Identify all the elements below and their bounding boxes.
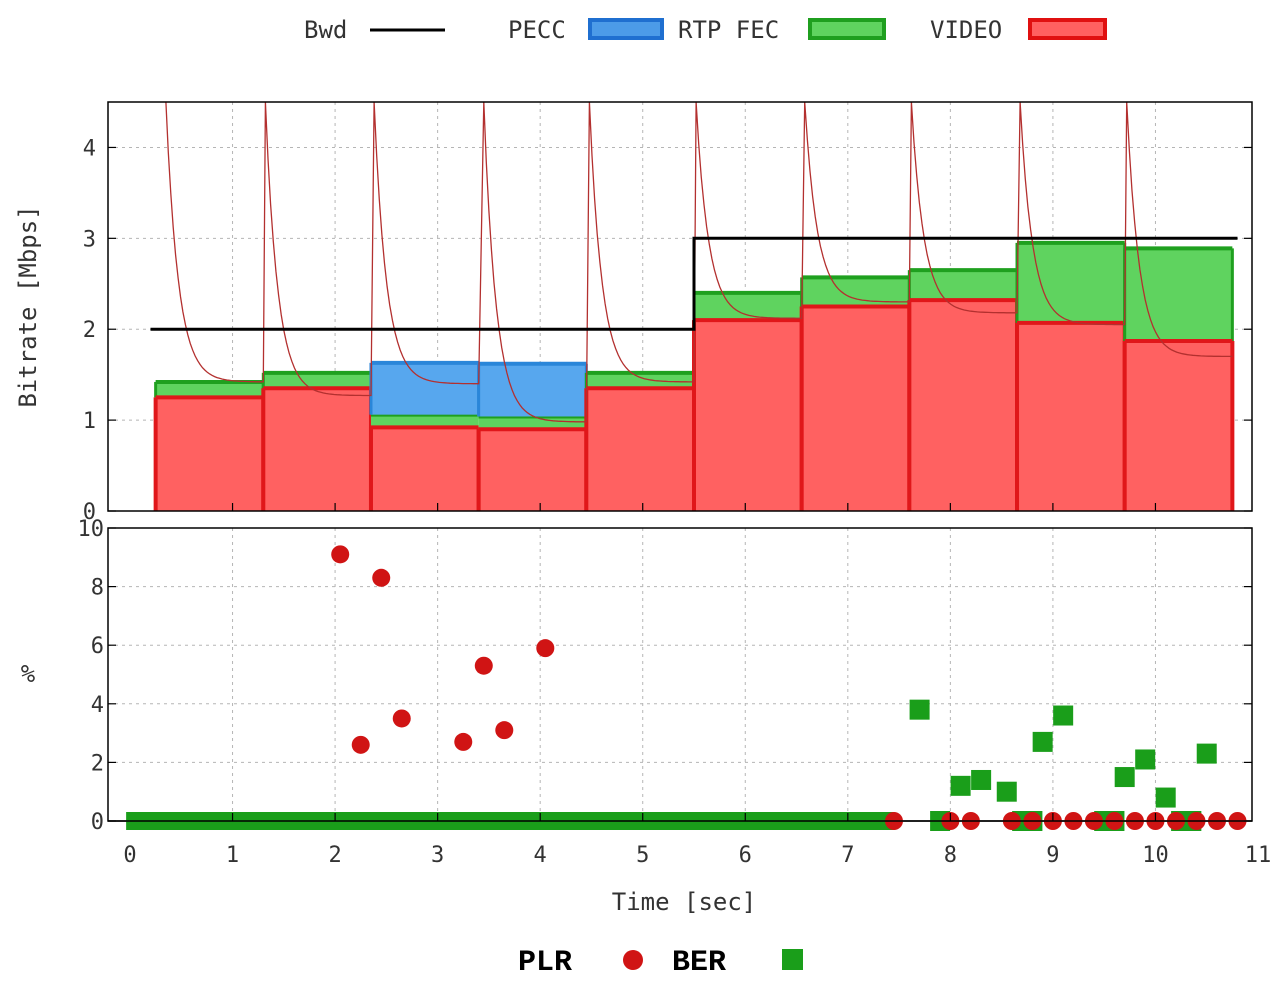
plr-point xyxy=(536,639,555,658)
loss-y-ticks: 0 2 4 6 8 10 xyxy=(78,517,1252,835)
ber-point xyxy=(1053,705,1074,726)
time-tick-label: 0 xyxy=(123,843,136,868)
loss-plot-frame xyxy=(107,527,1253,822)
time-tick-label: 8 xyxy=(944,843,957,868)
fec-bar xyxy=(909,270,1018,301)
loss-tick-label: 6 xyxy=(91,634,104,659)
time-tick-label: 1 xyxy=(226,843,239,868)
fec-bar xyxy=(263,372,371,389)
plr-point xyxy=(454,732,473,751)
ber-point xyxy=(1196,743,1217,764)
time-tick-label: 5 xyxy=(636,843,649,868)
pecc-bar xyxy=(370,362,479,415)
loss-tick-label: 2 xyxy=(91,751,104,776)
legend-label-plr: PLR xyxy=(518,946,572,980)
time-tick-label: 3 xyxy=(431,843,444,868)
legend-label-bwd: Bwd xyxy=(304,16,347,44)
time-axis-label: Time [sec] xyxy=(612,888,757,916)
ber-point xyxy=(1135,749,1156,770)
time-x-ticks: 0 1 2 3 4 5 6 7 8 9 10 11 xyxy=(123,503,1271,868)
legend-swatch-rtp-fec xyxy=(808,18,886,40)
bitrate-tick-label: 1 xyxy=(83,409,96,434)
bitrate-axis-label: Bitrate [Mbps] xyxy=(14,205,42,407)
bitrate-tick-label: 0 xyxy=(83,500,96,525)
plr-point xyxy=(495,721,514,740)
legend-bottom: PLR BER xyxy=(518,946,803,980)
legend-label-pecc: PECC xyxy=(508,16,566,44)
fec-bar xyxy=(155,381,264,398)
video-bar xyxy=(155,397,264,511)
video-bar xyxy=(801,306,910,511)
time-tick-label: 2 xyxy=(328,843,341,868)
loss-tick-label: 4 xyxy=(91,693,104,718)
legend-marker-ber xyxy=(782,949,803,970)
legend-label-video: VIDEO xyxy=(930,16,1002,44)
plr-point xyxy=(392,709,411,728)
bitrate-tick-label: 4 xyxy=(83,136,96,161)
percent-axis-label: % xyxy=(21,660,36,688)
fec-bar xyxy=(1124,248,1233,342)
ber-point xyxy=(1032,731,1053,752)
bitrate-tick-label: 3 xyxy=(83,227,96,252)
video-bar xyxy=(370,427,479,511)
plr-point xyxy=(351,735,370,754)
fec-bar xyxy=(694,292,802,321)
fec-bar xyxy=(478,416,587,430)
time-tick-label: 11 xyxy=(1245,843,1272,868)
ber-point xyxy=(971,769,992,790)
ber-point xyxy=(1114,767,1135,788)
time-tick-label: 4 xyxy=(534,843,547,868)
video-bar xyxy=(263,388,371,511)
bwd-series-line xyxy=(150,236,1238,331)
plr-point xyxy=(372,568,391,587)
video-bar xyxy=(586,388,694,511)
ber-point xyxy=(1155,787,1176,808)
loss-tick-label: 8 xyxy=(91,576,104,601)
loss-tick-label: 10 xyxy=(78,517,105,542)
video-bar xyxy=(478,429,587,511)
video-bar xyxy=(909,300,1018,511)
legend-marker-plr xyxy=(623,950,643,970)
plr-point xyxy=(331,545,350,564)
video-bar xyxy=(1017,322,1125,511)
pecc-bar xyxy=(478,363,587,417)
time-tick-label: 6 xyxy=(739,843,752,868)
bitrate-panel: 0 1 2 3 4 Bitrate [Mbps] xyxy=(14,101,1253,525)
ber-point xyxy=(909,699,930,720)
video-bar xyxy=(1124,341,1233,511)
fec-bar xyxy=(370,414,479,428)
loss-points xyxy=(126,545,1247,831)
fec-bar xyxy=(586,372,694,389)
ber-point xyxy=(950,775,971,796)
legend-label-rtp-fec: RTP FEC xyxy=(678,16,779,44)
bwd-line xyxy=(150,236,1238,331)
time-tick-label: 9 xyxy=(1046,843,1059,868)
time-tick-label: 10 xyxy=(1142,843,1169,868)
time-tick-label: 7 xyxy=(841,843,854,868)
legend-top: Bwd PECC RTP FEC VIDEO xyxy=(304,16,1107,44)
legend-swatch-pecc xyxy=(588,18,664,40)
loss-panel: 0 2 4 6 8 10 0 1 2 3 4 5 6 7 8 9 10 11 % Time [sec] xyxy=(21,503,1271,916)
bitrate-y-ticks: 0 1 2 3 4 xyxy=(83,136,1252,525)
legend-swatch-video xyxy=(1028,18,1107,40)
fec-bar xyxy=(1017,242,1125,323)
loss-grid xyxy=(108,528,1252,822)
legend-label-ber: BER xyxy=(672,946,726,980)
bitrate-plot-frame xyxy=(107,101,1253,512)
bitrate-tick-label: 2 xyxy=(83,318,96,343)
loss-tick-label: 0 xyxy=(91,810,104,835)
ber-point xyxy=(996,781,1017,802)
plr-point xyxy=(474,656,493,675)
video-bar xyxy=(694,320,802,511)
